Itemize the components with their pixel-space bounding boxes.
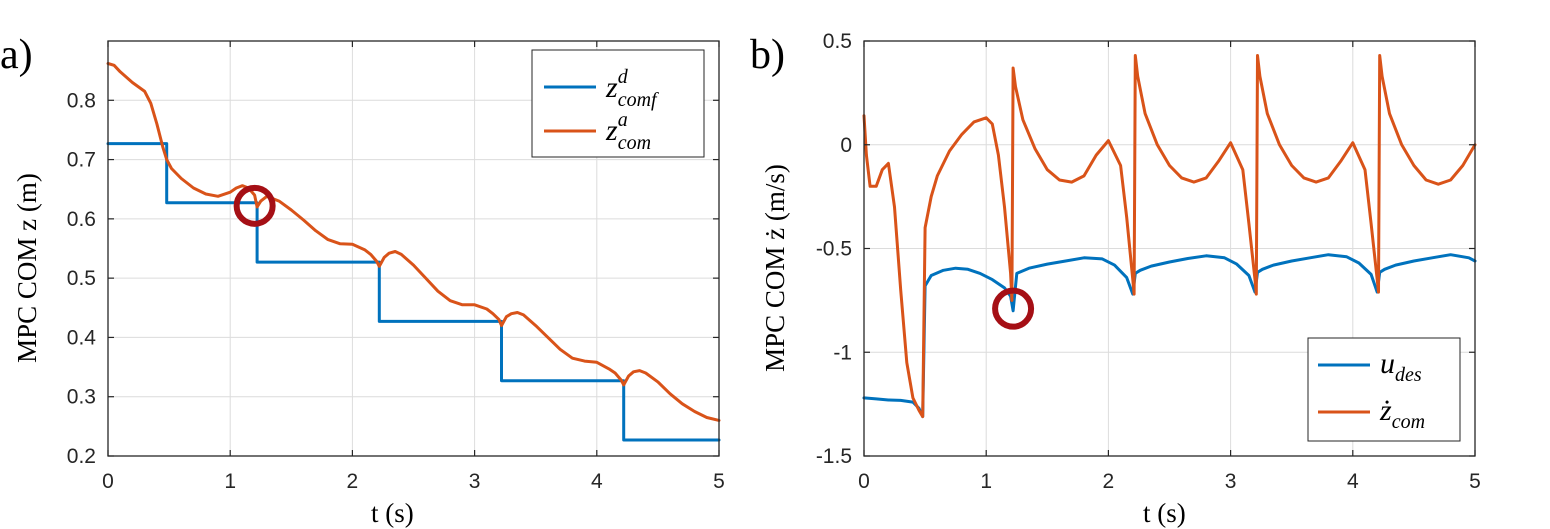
chart-b-series [862, 54, 1477, 419]
chart-b-ytick-label-1: -1 [833, 341, 852, 364]
chart-a-legend-0-sup: d [618, 66, 629, 88]
chart-b-legend-0-sub: des [1395, 364, 1422, 386]
chart-a-legend-box [531, 49, 705, 158]
chart-b-legend-1-sub: com [1392, 411, 1425, 433]
chart-a-xtick-label-0: 0 [102, 470, 114, 493]
chart-b-series-0 [862, 253, 1477, 419]
chart-a-legend-0-sub: comf [618, 89, 659, 111]
chart-a-legend-1-sup: a [618, 109, 628, 131]
chart-b-xtick-label-3: 3 [1225, 470, 1237, 493]
chart-b-xtick-label-5: 5 [1469, 470, 1481, 493]
chart-a-legend-1-sub: com [618, 132, 651, 154]
chart-b-xtick-label-2: 2 [1103, 470, 1115, 493]
chart-a-legend-label-0: zd comf [605, 66, 659, 111]
chart-a-ytick-label-4: 0.6 [67, 208, 96, 231]
chart-a-ytick-label-1: 0.3 [67, 386, 96, 409]
chart-b-xtick-label-0: 0 [858, 470, 870, 493]
chart-b-legend-box [1307, 337, 1461, 442]
chart-a-xtick-label-4: 4 [591, 470, 603, 493]
chart-a-ticks: 0 1 2 3 4 5 0.2 0.3 0.4 0.5 0.6 0.7 0.8 [67, 41, 725, 493]
chart-b: b) 0 1 2 3 4 5 -1.5 -1 -0.5 0 0.5 t (s) MPC COM ż … [750, 30, 1481, 528]
chart-a-xtick-label-5: 5 [713, 470, 725, 493]
chart-b-xlabel: t (s) [1143, 498, 1186, 528]
chart-b-ytick-label-2: -0.5 [816, 238, 852, 261]
chart-a-xtick-label-3: 3 [469, 470, 481, 493]
chart-a-legend-0-main: z [605, 71, 618, 104]
chart-a: a) 0 1 2 3 4 5 0.2 0.3 0.4 0.5 0.6 0.7 0.8 t (s) MPC… [0, 32, 725, 528]
chart-b-legend-1-main: ż [1379, 394, 1392, 427]
chart-b-ticks: 0 1 2 3 4 5 -1.5 -1 -0.5 0 0.5 [816, 30, 1481, 493]
chart-a-xtick-label-2: 2 [347, 470, 359, 493]
chart-a-series [106, 62, 721, 442]
chart-b-xtick-label-1: 1 [980, 470, 992, 493]
chart-a-ylabel: MPC COM z (m) [12, 173, 42, 363]
chart-a-xtick-label-1: 1 [224, 470, 236, 493]
chart-b-legend-0-main: u [1380, 347, 1395, 380]
chart-b-ytick-label-4: 0.5 [823, 30, 852, 53]
chart-a-axes-box [107, 40, 720, 457]
chart-b-xtick-label-4: 4 [1347, 470, 1359, 493]
chart-b-ytick-label-3: 0 [840, 134, 852, 157]
chart-a-series-1 [106, 62, 721, 422]
chart-a-legend-1-main: z [605, 114, 618, 147]
chart-b-highlight-circle-0 [992, 287, 1035, 330]
chart-a-legend-label-1: za com [605, 109, 651, 154]
chart-a-ytick-label-0: 0.2 [67, 445, 96, 468]
chart-b-ytick-label-0: -1.5 [816, 445, 852, 468]
chart-a-ytick-label-5: 0.7 [67, 149, 96, 172]
chart-b-series-1 [862, 54, 1477, 419]
chart-b-legend-label-0: udes [1380, 347, 1422, 386]
chart-a-legend: zd comf za com [531, 49, 705, 158]
chart-b-ylabel: MPC COM ż (m/s) [760, 164, 790, 372]
chart-a-annotations [233, 184, 276, 227]
chart-b-panel-label: b) [750, 32, 785, 78]
chart-b-annotations [992, 287, 1035, 330]
chart-b-legend: udes żcom [1307, 337, 1461, 442]
chart-a-highlight-circle-0 [233, 184, 276, 227]
chart-a-xlabel: t (s) [371, 498, 414, 528]
chart-a-ytick-label-2: 0.4 [67, 326, 97, 349]
chart-a-series-0 [106, 142, 721, 442]
chart-a-ytick-label-6: 0.8 [67, 89, 96, 112]
chart-b-legend-label-1: żcom [1379, 394, 1425, 433]
chart-a-ytick-label-3: 0.5 [67, 267, 96, 290]
chart-a-panel-label: a) [0, 32, 33, 78]
